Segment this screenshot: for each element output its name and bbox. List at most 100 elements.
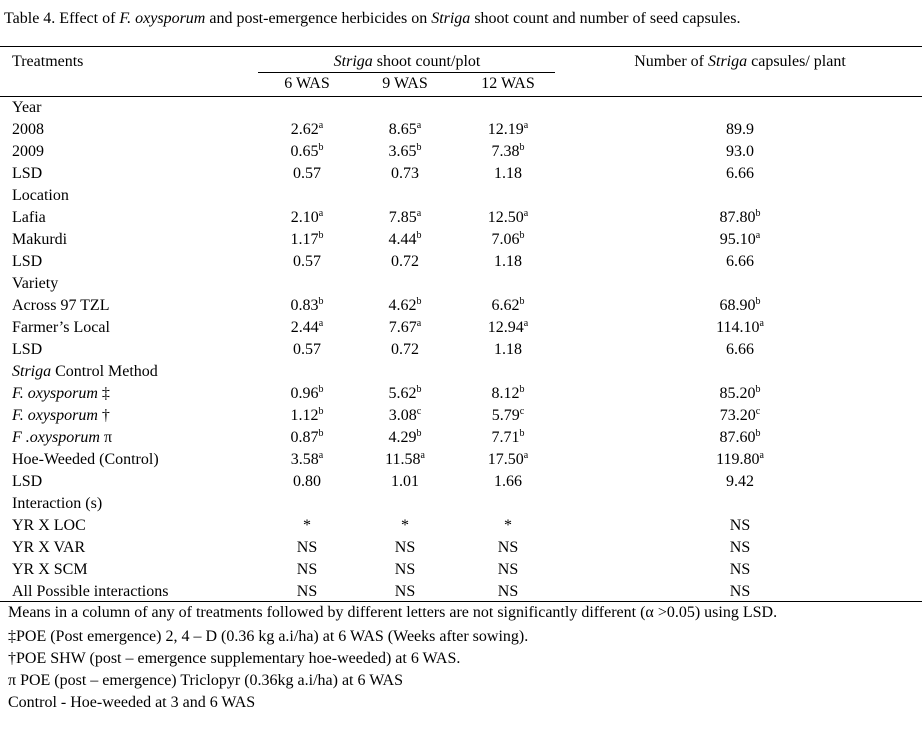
cell: 0.80 [293,473,321,490]
footnotes: Means in a column of any of treatments f… [8,602,910,714]
cell-value: 87.80 [719,209,756,226]
cell: 73.20c [720,405,760,427]
significance-letter: b [519,230,525,241]
header-text: Striga [333,53,373,70]
header-cell: 12 WAS [481,75,535,92]
cell: 7.85a [389,207,421,229]
cell: 0.83b [291,295,324,317]
cell-value: 2.44 [290,319,319,336]
cell-value: 7.85 [388,209,417,226]
row-label: Makurdi [12,231,68,248]
cell: 4.44b [389,229,422,251]
significance-letter: b [416,384,422,395]
cell-value: 17.50 [487,451,524,468]
header-text: Number of [634,53,708,70]
cell: 1.01 [391,473,419,490]
row-label: F. oxysporum † [12,405,110,427]
cell: 6.66 [726,341,754,358]
significance-letter: a [755,230,761,241]
cell: 4.62b [389,295,422,317]
cell: NS [394,561,416,578]
cell: 3.65b [389,141,422,163]
significance-letter: a [523,450,529,461]
label-text: † [97,407,110,424]
significance-letter: a [523,120,529,131]
row-label: 2009 [12,143,44,160]
cell: 1.17b [291,229,324,251]
label-text: Striga [12,363,52,380]
significance-letter: a [318,120,324,131]
cell-value: 11.58 [385,451,421,468]
cell: 87.60b [720,427,761,449]
cell: 6.66 [726,253,754,270]
header-cell: 6 WAS [284,75,330,92]
cell-value: 7.71 [491,429,520,446]
cell: 4.29b [389,427,422,449]
significance-letter: b [318,428,324,439]
cell-value: 119.80 [716,451,760,468]
footnote: Control - Hoe-weeded at 3 and 6 WAS [8,694,256,711]
significance-letter: b [755,428,761,439]
significance-letter: a [523,208,529,219]
cell: NS [394,539,416,556]
cell-value: 114.10 [716,319,760,336]
cell: 119.80a [716,449,764,471]
cell-value: 12.19 [487,121,524,138]
rule [0,96,922,97]
cell: 0.57 [293,341,321,358]
cell-value: 4.44 [388,231,417,248]
row-label: LSD [12,165,43,182]
cell: 1.12b [291,405,324,427]
cell-value: 1.17 [290,231,319,248]
cell: 2.10a [291,207,323,229]
significance-letter: b [416,230,422,241]
cell: 7.38b [492,141,525,163]
cell: 1.66 [494,473,522,490]
cell-value: 3.58 [290,451,319,468]
significance-letter: a [318,450,324,461]
cell: * [303,517,311,534]
cell-value: 87.60 [719,429,756,446]
footnote: π POE (post – emergence) Triclopyr (0.36… [8,672,403,689]
row-label: Hoe-Weeded (Control) [12,451,159,468]
cell: 6.66 [726,165,754,182]
cell-value: 0.96 [290,385,319,402]
cell: 7.67a [389,317,421,339]
footnote: Means in a column of any of treatments f… [8,604,778,621]
cell: NS [296,583,318,600]
cell: * [504,517,512,534]
cell-value: 5.79 [491,407,520,424]
cell: 5.79c [492,405,524,427]
row-label: Lafia [12,209,46,226]
cell: 8.65a [389,119,421,141]
cell: 7.06b [492,229,525,251]
cell-value: 5.62 [388,385,417,402]
significance-letter: b [318,142,324,153]
cell-value: 2.62 [290,121,319,138]
rule [258,72,555,73]
cell: 2.62a [291,119,323,141]
header-text: capsules/ plant [747,53,846,70]
header-cell: Treatments [12,53,84,70]
cell: 12.50a [488,207,528,229]
significance-letter: b [318,296,324,307]
cell-value: 95.10 [719,231,756,248]
cell: NS [729,561,751,578]
cell-value: 3.08 [388,407,417,424]
cell: 17.50a [488,449,528,471]
rule [0,601,922,602]
significance-letter: b [318,384,324,395]
label-text: Control Method [51,363,158,380]
significance-letter: b [416,142,422,153]
cell: 1.18 [494,165,522,182]
cell: 95.10a [720,229,760,251]
significance-letter: b [755,208,761,219]
cell: 1.18 [494,253,522,270]
cell: NS [729,517,751,534]
footnote: ‡POE (Post emergence) 2, 4 – D (0.36 kg … [8,628,529,645]
cell-value: 7.38 [491,143,520,160]
cell-value: 12.94 [487,319,524,336]
title-text: shoot count and number of seed capsules. [470,10,741,27]
cell: 12.94a [488,317,528,339]
cell: NS [296,561,318,578]
